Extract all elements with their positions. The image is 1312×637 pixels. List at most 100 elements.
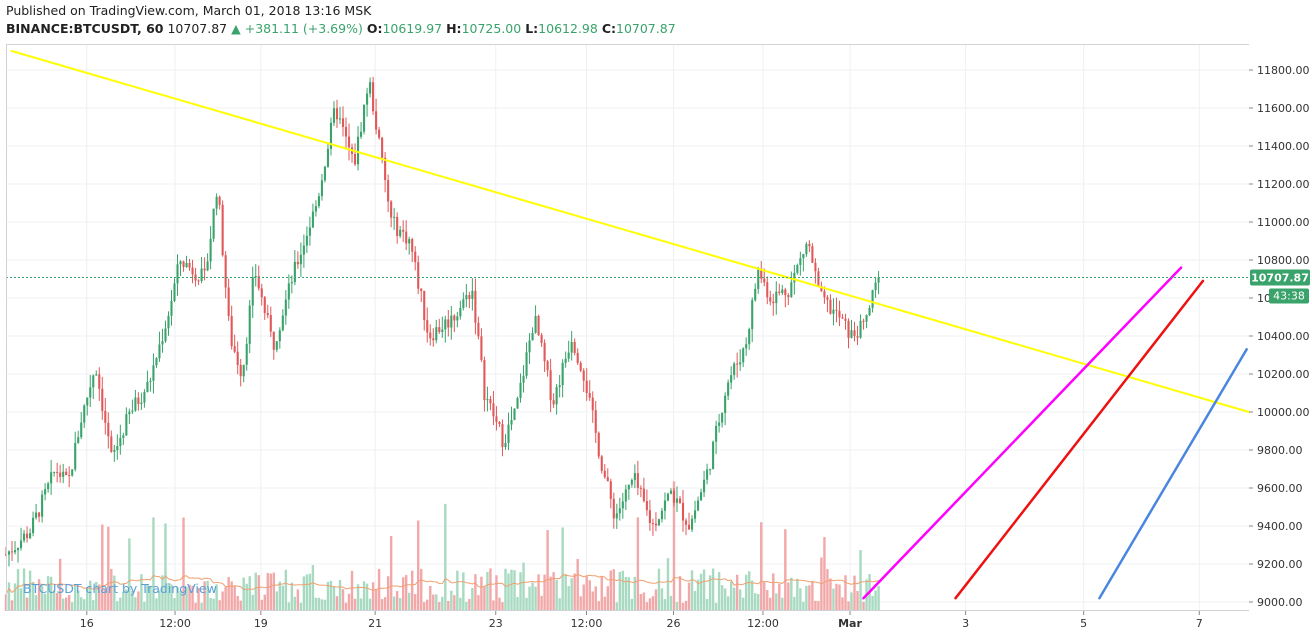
- volume-bar: [717, 572, 721, 611]
- candle-body: [513, 408, 516, 420]
- volume-bar: [89, 580, 92, 611]
- trendline-blue[interactable]: [1098, 348, 1248, 600]
- volume-bar: [603, 596, 606, 611]
- volume-bar: [823, 537, 826, 611]
- last-price-badge-label: 10707.87: [1251, 272, 1309, 285]
- volume-bar: [269, 573, 272, 611]
- candle-body: [50, 472, 53, 484]
- volume-bar: [696, 579, 700, 611]
- candle-body: [537, 315, 540, 336]
- candle-body: [191, 267, 194, 275]
- volume-bar: [576, 558, 579, 611]
- volume-bar: [853, 575, 856, 611]
- price-tick-label: 11200.00: [1257, 178, 1310, 191]
- candle-body: [329, 122, 333, 149]
- volume-bar: [137, 591, 140, 611]
- candle-body: [468, 295, 471, 299]
- candle-body: [814, 262, 817, 272]
- time-tick-label: 26: [666, 617, 680, 630]
- trendline-red[interactable]: [954, 279, 1205, 600]
- candle-body: [874, 282, 877, 291]
- volume-bar: [164, 523, 167, 611]
- volume-bar: [489, 568, 492, 611]
- volume-bar: [371, 582, 375, 611]
- price-axis[interactable]: 9000.00 9200.00 9400.00 9600.00 9800.00 10000…: [1249, 64, 1310, 609]
- volume-bar: [395, 591, 399, 611]
- volume-bar: [705, 599, 709, 611]
- volume-bar: [377, 568, 381, 611]
- candle-body: [4, 554, 8, 556]
- volume-bar: [347, 593, 351, 611]
- volume-bar: [817, 600, 820, 611]
- candle-body: [89, 387, 92, 398]
- symbol-label[interactable]: BINANCE:BTCUSDT, 60: [6, 21, 164, 36]
- candle-body: [462, 299, 465, 308]
- candle-body: [784, 289, 787, 296]
- candle-body: [441, 329, 444, 333]
- volume-bar: [326, 581, 330, 611]
- volume-bar: [260, 599, 263, 611]
- candle-body: [588, 393, 591, 398]
- candle-body: [733, 363, 736, 376]
- candle-body: [209, 238, 212, 262]
- candle-body: [432, 338, 435, 341]
- candle-body: [35, 512, 38, 518]
- candle-body: [486, 399, 489, 401]
- time-axis[interactable]: 16 12:00 19 21 23 12:00 26 12:00 Mar 3 5 7: [80, 611, 1203, 630]
- candle-body: [471, 290, 474, 299]
- volume-bar: [95, 581, 98, 611]
- trendlines[interactable]: [10, 50, 1250, 600]
- trendline-yellow[interactable]: [10, 50, 1250, 413]
- time-tick-label: 12:00: [159, 617, 191, 630]
- candle-body: [275, 341, 278, 350]
- candle-body: [13, 550, 17, 553]
- volume-bar: [666, 558, 670, 611]
- volume-bar: [684, 600, 688, 611]
- candle-body: [826, 297, 829, 300]
- volume-bar: [149, 585, 152, 611]
- candle-body: [290, 282, 293, 284]
- volume-bar: [732, 587, 736, 611]
- volume-bar: [793, 596, 796, 611]
- low-label: L:: [525, 21, 539, 36]
- candle-body: [507, 424, 510, 444]
- time-tick-label: 12:00: [747, 617, 779, 630]
- candle-body: [185, 263, 188, 268]
- candle-body: [359, 131, 363, 137]
- volume-bar: [404, 575, 408, 611]
- candle-body: [835, 309, 838, 311]
- candle-body: [378, 129, 381, 138]
- candle-body: [215, 196, 218, 209]
- time-tick-label: 3: [962, 617, 969, 630]
- price-tick-label: 11400.00: [1257, 140, 1310, 153]
- candle-body: [239, 364, 242, 377]
- candle-body: [799, 258, 802, 266]
- time-tick-label: 16: [80, 617, 94, 630]
- volume-bar: [744, 574, 748, 611]
- high-value: 10725.00: [461, 21, 522, 36]
- time-tick-label: 12:00: [571, 617, 603, 630]
- volume-bar: [414, 594, 417, 611]
- volume-bar: [407, 592, 411, 611]
- candle-body: [26, 533, 29, 539]
- candle-body: [856, 336, 859, 338]
- candle-body: [107, 422, 110, 437]
- volume-bar: [483, 586, 486, 611]
- candle-body: [444, 319, 447, 330]
- volume-bar: [585, 576, 588, 611]
- candle-body: [450, 315, 453, 328]
- candle-body: [558, 385, 561, 388]
- candle-body: [600, 456, 603, 471]
- candle-body: [23, 533, 26, 541]
- volume-bar: [453, 595, 456, 611]
- volume-bar: [507, 573, 510, 611]
- volume-bar: [522, 562, 525, 611]
- trendline-magenta[interactable]: [862, 266, 1183, 600]
- volume-bar: [167, 583, 170, 611]
- candle-body: [155, 358, 158, 366]
- candle-body: [618, 508, 621, 514]
- volume-bar: [161, 575, 164, 611]
- volume-bar: [7, 582, 11, 611]
- volume-bar: [555, 579, 558, 611]
